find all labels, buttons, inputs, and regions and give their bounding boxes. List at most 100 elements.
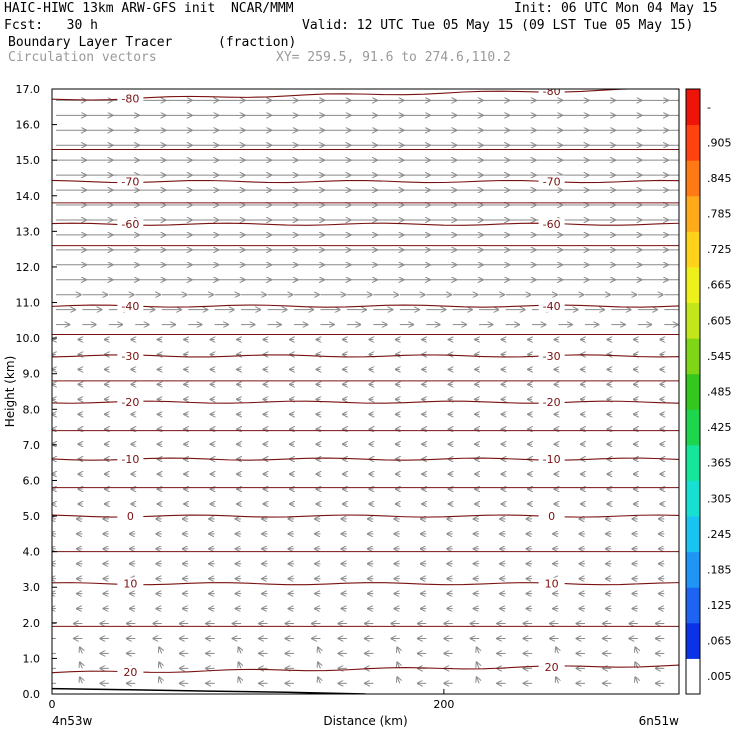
isotherm-label: -60 [121, 218, 139, 231]
colorbar-label: .785 [707, 208, 732, 221]
boundary-layer-band [0, 0, 320, 1]
circulation-vector [318, 677, 321, 684]
isotherm-label-bg [117, 218, 144, 231]
boundary-layer-band [0, 0, 320, 1]
tracer-fill-layer [0, 0, 366, 694]
colorbar-label: .005 [707, 670, 732, 683]
isotherm-label: -20 [543, 396, 561, 409]
colorbar-label: .605 [707, 314, 732, 327]
colorbar-cell [686, 658, 700, 695]
circulation-vector [635, 677, 638, 684]
plume-band [0, 11, 110, 12]
isotherm-line [52, 400, 679, 404]
isotherm-label: 0 [127, 510, 134, 523]
isotherm-label: -20 [121, 396, 139, 409]
colorbar-cell [686, 409, 700, 446]
isotherm-label-bg [538, 660, 565, 673]
circulation-vector [477, 677, 480, 684]
colorbar-label: .125 [707, 599, 732, 612]
isotherm-label-bg [117, 510, 144, 523]
isotherm-line [52, 304, 679, 308]
colorbar-cell [686, 444, 700, 481]
x-end-label-right: 6n51w [639, 714, 680, 728]
y-tick-label: 5.0 [23, 510, 41, 523]
x-tick-label: 200 [433, 698, 454, 711]
y-tick-label: 4.0 [23, 546, 41, 559]
colorbar-label: .185 [707, 563, 732, 576]
isotherm-line [52, 222, 679, 226]
axes-layer: 0.0 1.0 2.0 3.0 4.0 5.0 6.0 7.0 8.0 9.0 10.0 11.0 12… [3, 83, 679, 728]
y-tick-label: 10.0 [16, 332, 41, 345]
isotherm-label: 0 [548, 510, 555, 523]
colorbar-cell [686, 195, 700, 232]
colorbar-cell [686, 266, 700, 304]
y-tick-label: 16.0 [16, 119, 41, 132]
isotherm-label-bg [117, 92, 144, 105]
isotherm-label: -80 [121, 92, 139, 105]
circulation-vector [239, 677, 242, 684]
colorbar-label: .245 [707, 528, 732, 541]
y-tick-label: 6.0 [23, 474, 41, 487]
isotherm-label: -10 [121, 453, 139, 466]
circulation-vector [318, 647, 321, 654]
colorbar-cell [686, 587, 700, 624]
isotherm-label-bg [538, 396, 565, 409]
isotherm-label-bg [117, 577, 144, 590]
isotherm-label-bg [117, 349, 144, 362]
circulation-vector [477, 662, 480, 669]
circulation-vector [556, 677, 559, 684]
isotherm-label-bg [538, 175, 565, 188]
colorbar-label: .365 [707, 457, 732, 470]
circulation-vector [80, 647, 83, 654]
header-left-line2: Fcst: 30 h [4, 18, 98, 33]
isotherm-label-bg [117, 175, 144, 188]
circulation-vector [397, 647, 400, 654]
x-end-label-left: 4n53w [52, 714, 93, 728]
isotherm-label: -30 [121, 350, 139, 363]
isotherm-line [52, 514, 679, 518]
isotherm-label: -40 [121, 300, 139, 313]
isotherm-label-bg [117, 665, 144, 678]
isotherm-label-bg [538, 300, 565, 313]
x-axis-label: Distance (km) [323, 714, 407, 728]
colorbar-cell [686, 480, 700, 517]
colorbar-cell [686, 124, 700, 161]
y-tick-label: 17.0 [16, 83, 41, 96]
plot-frame [51, 88, 680, 695]
plume-band [0, 11, 70, 12]
circulation-vector [477, 647, 480, 654]
circulation-vector [397, 677, 400, 684]
colorbar-label: .425 [707, 421, 732, 434]
isotherm-label-bg [117, 453, 144, 466]
colorbar-label: .905 [707, 136, 732, 149]
isotherm-layer: 20 20 10 10 0 0 -10 -10 -20 -20 -30 -30 -40 -40 -60 -60… [52, 89, 679, 679]
colorbar-cell [686, 89, 700, 126]
init-text: Init: 06 UTC Mon 04 May 15 [514, 1, 718, 16]
isotherm-label-bg [538, 89, 565, 98]
circulation-vector [318, 662, 321, 669]
isotherm-label-bg [538, 453, 565, 466]
isotherm-label: -40 [543, 300, 561, 313]
isotherm-line [52, 89, 679, 101]
colorbar-cell [686, 551, 700, 588]
isotherm-line [52, 354, 679, 358]
plume-band [0, 10, 320, 12]
isotherm-label: 10 [123, 578, 137, 591]
colorbar-cell [686, 302, 700, 339]
circulation-vector [80, 677, 83, 684]
plume-band [0, 11, 40, 12]
y-tick-label: 0.0 [23, 688, 41, 701]
colorbar-label: .725 [707, 243, 732, 256]
colorbar-cell [686, 160, 700, 197]
y-tick-label: 3.0 [23, 581, 41, 594]
isotherm-line [52, 582, 679, 586]
isotherm-label-bg [117, 396, 144, 409]
boundary-layer-band [0, 0, 320, 1]
circulation-vector [239, 662, 242, 669]
field-name: Boundary Layer Tracer [8, 35, 173, 50]
y-tick-label: 14.0 [16, 190, 41, 203]
colorbar-cell [686, 373, 700, 410]
y-tick-label: 13.0 [16, 225, 41, 238]
colorbar-label: .065 [707, 635, 732, 648]
y-tick-label: 9.0 [23, 368, 41, 381]
